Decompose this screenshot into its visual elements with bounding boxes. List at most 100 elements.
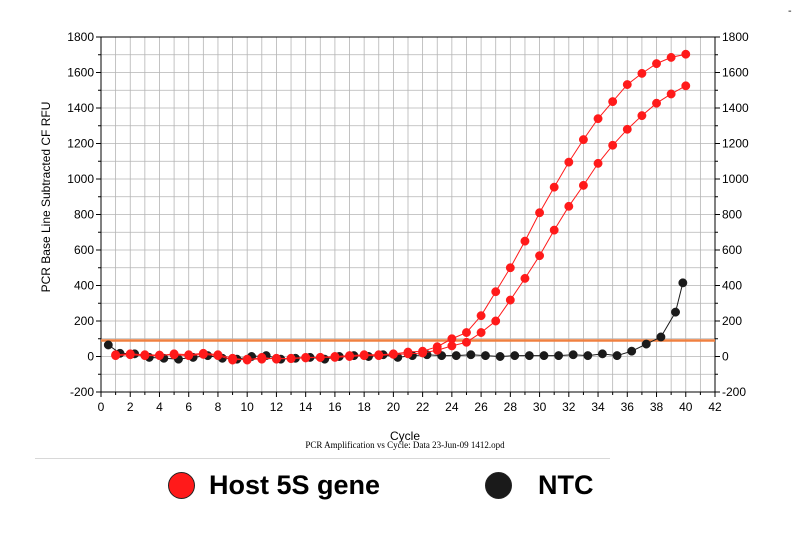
data-point-host — [564, 157, 574, 167]
y-tick-label-left: 600 — [74, 243, 94, 257]
x-tick-label: 8 — [215, 400, 222, 414]
data-point-host — [140, 351, 150, 361]
x-tick-label: 20 — [387, 400, 401, 414]
y-tick-label-left: 1200 — [67, 137, 94, 151]
series-line — [115, 53, 686, 361]
x-axis: 0 2 4 6 8 10 12 14 16 18 20 22 24 26 28 30 32 34 36 38 40 42 — [98, 400, 722, 414]
series-line — [675, 282, 684, 313]
data-point-host — [184, 350, 194, 360]
chart-subtitle: PCR Amplification vs Cycle: Data 23-Jun-… — [305, 440, 505, 450]
y-tick-label-left: -200 — [70, 385, 94, 399]
data-point-host — [549, 182, 559, 192]
x-tick-label: 40 — [679, 400, 693, 414]
data-point-host — [578, 135, 588, 145]
x-tick-label: 10 — [241, 400, 255, 414]
legend-item-host: Host 5S gene — [168, 470, 380, 501]
data-point-host — [271, 354, 281, 364]
data-point-host — [345, 351, 354, 361]
x-tick-label: 16 — [328, 400, 342, 414]
data-point-host — [286, 353, 296, 363]
data-point-host — [622, 124, 632, 134]
data-point-host — [666, 89, 676, 99]
data-point-host — [564, 201, 574, 211]
data-point-host — [432, 342, 442, 352]
data-point-ntc — [466, 350, 476, 360]
data-point-host — [593, 158, 603, 168]
y-tick-label-left: 800 — [74, 208, 94, 222]
y-tick-label-left: 1800 — [67, 30, 94, 44]
data-point-host — [242, 355, 252, 365]
y-tick-label-left: 1400 — [67, 101, 94, 115]
grid — [101, 37, 715, 392]
data-point-host — [315, 352, 325, 362]
x-tick-label: 42 — [708, 400, 722, 414]
data-point-host — [608, 97, 618, 107]
y-tick-label-right: 1800 — [722, 30, 749, 44]
data-point-host — [593, 114, 603, 124]
x-tick-label: 36 — [621, 400, 635, 414]
data-point-host — [652, 98, 661, 108]
y-tick-label-left: 0 — [87, 350, 94, 364]
data-point-ntc — [583, 351, 593, 361]
data-point-host — [403, 347, 413, 357]
x-tick-label: 6 — [185, 400, 192, 414]
y-tick-label-right: 600 — [722, 243, 742, 257]
data-point-host — [213, 350, 223, 360]
data-point-ntc — [510, 351, 520, 361]
y-tick-label-right: 1000 — [722, 172, 749, 186]
y-tick-label-right: 800 — [722, 208, 742, 222]
data-point-host — [520, 273, 530, 283]
data-point-host — [622, 80, 632, 90]
legend-dot-host — [168, 472, 195, 499]
y-tick-label-left: 1600 — [67, 66, 94, 80]
series-host-1 — [111, 49, 691, 365]
data-point-ntc — [495, 352, 505, 361]
data-point-host — [681, 81, 691, 91]
x-axis-label: Cycle — [390, 429, 420, 443]
legend-label-ntc: NTC — [538, 470, 594, 500]
data-point-host — [374, 350, 384, 360]
y-tick-label-left: 200 — [74, 314, 94, 328]
data-point-ntc — [524, 351, 534, 361]
y-tick-label-right: 200 — [722, 314, 742, 328]
x-tick-label: 18 — [357, 400, 371, 414]
data-point-host — [637, 68, 647, 78]
axis-ticks — [96, 36, 720, 397]
data-point-ntc — [481, 351, 490, 361]
data-point-host — [491, 287, 501, 297]
data-point-host — [505, 295, 515, 305]
data-point-ntc — [597, 349, 607, 359]
x-tick-label: 2 — [127, 400, 134, 414]
series-line — [115, 85, 687, 361]
data-point-host — [359, 350, 369, 360]
series-host-0 — [111, 81, 691, 365]
data-point-host — [491, 316, 501, 326]
data-point-host — [301, 352, 311, 362]
data-point-host — [549, 225, 559, 235]
data-point-ntc — [568, 350, 578, 360]
data-point-host — [666, 52, 676, 62]
data-point-host — [520, 236, 530, 246]
y-tick-label-left: 1000 — [67, 172, 94, 186]
y-tick-label-left: 400 — [74, 279, 94, 293]
y-tick-label-right: 400 — [722, 279, 742, 293]
data-point-host — [418, 346, 428, 356]
x-tick-label: 12 — [270, 400, 284, 414]
data-point-host — [125, 350, 135, 360]
data-point-host — [476, 328, 486, 337]
data-point-host — [476, 311, 486, 321]
data-point-host — [681, 49, 691, 59]
data-point-ntc — [641, 339, 651, 349]
x-tick-label: 22 — [416, 400, 430, 414]
data-point-ntc — [103, 340, 113, 350]
x-tick-label: 4 — [156, 400, 163, 414]
x-tick-label: 24 — [445, 400, 459, 414]
data-point-ntc — [554, 351, 564, 361]
data-point-ntc — [678, 278, 688, 288]
x-tick-label: 0 — [98, 400, 105, 414]
series-layer — [103, 49, 691, 365]
data-point-host — [228, 353, 238, 363]
data-point-host — [535, 251, 545, 261]
legend: Host 5S gene NTC — [0, 470, 800, 520]
legend-dot-ntc — [485, 472, 512, 499]
